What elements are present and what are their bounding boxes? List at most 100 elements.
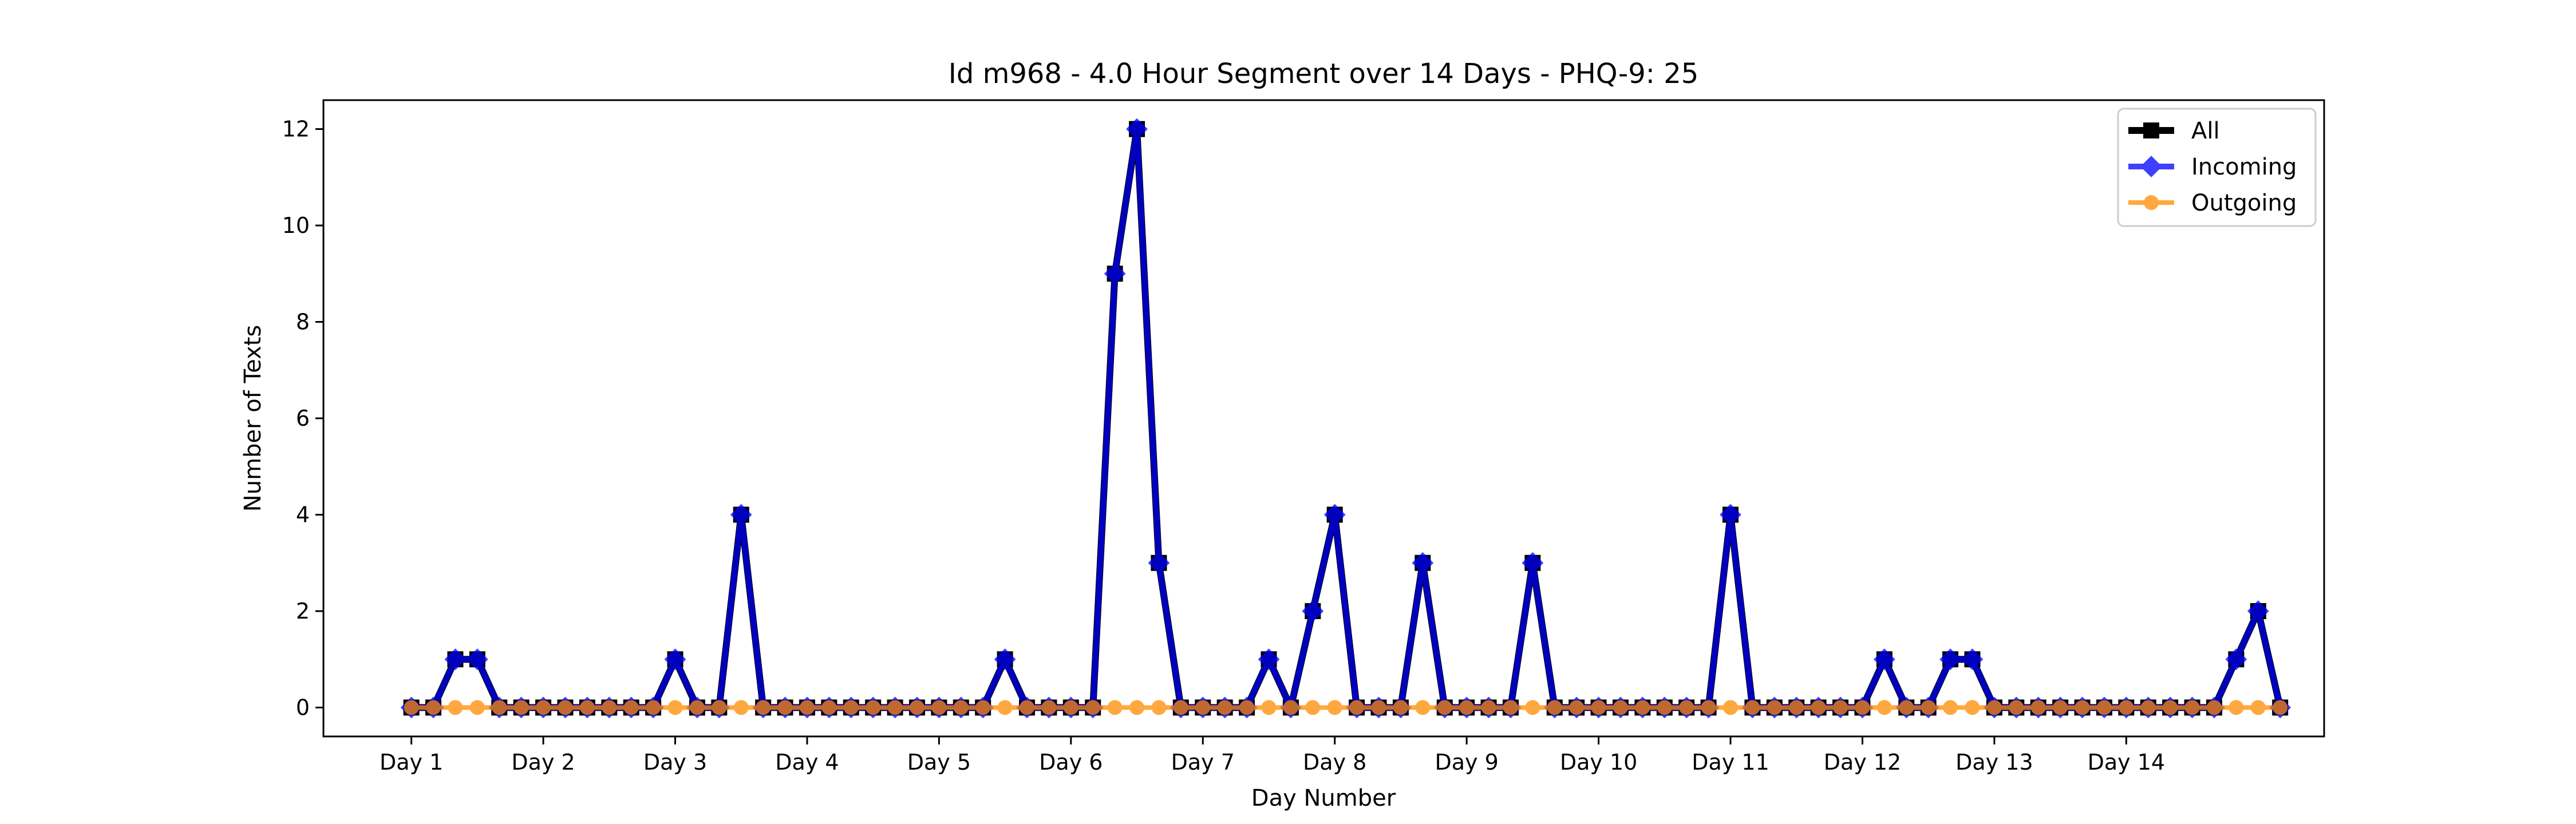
data-point-outgoing (1239, 700, 1255, 715)
data-point-outgoing (2119, 700, 2134, 715)
legend-swatch-incoming (2128, 156, 2174, 177)
data-point-outgoing (2096, 700, 2112, 715)
y-tick-label: 6 (296, 406, 310, 431)
data-point-outgoing (1613, 700, 1628, 715)
data-point-outgoing (1459, 700, 1475, 715)
data-point-outgoing (2229, 700, 2244, 715)
data-point-outgoing (1986, 700, 2002, 715)
data-point-outgoing (1569, 700, 1585, 715)
data-point-outgoing (887, 700, 903, 715)
data-point-outgoing (1921, 700, 1936, 715)
data-point-outgoing (579, 700, 595, 715)
data-point-outgoing (909, 700, 924, 715)
data-point-incoming (1148, 552, 1170, 574)
legend-label-all: All (2191, 118, 2220, 144)
data-point-outgoing (1789, 700, 1804, 715)
data-point-outgoing (1855, 700, 1870, 715)
data-point-incoming (1720, 504, 1741, 526)
data-point-outgoing (1129, 700, 1145, 715)
legend-label-outgoing: Outgoing (2191, 190, 2297, 216)
legend-swatch-outgoing (2128, 195, 2174, 210)
x-tick-label: Day 14 (2088, 750, 2165, 775)
x-axis-label: Day Number (1251, 785, 1396, 811)
data-point-outgoing (777, 700, 793, 715)
data-point-outgoing (1657, 700, 1672, 715)
data-point-outgoing (1503, 700, 1518, 715)
data-point-outgoing (1481, 700, 1496, 715)
x-tick-label: Day 6 (1039, 750, 1103, 775)
data-point-outgoing (2075, 700, 2090, 715)
data-point-outgoing (1415, 700, 1431, 715)
data-point-outgoing (821, 700, 837, 715)
data-point-outgoing (975, 700, 991, 715)
data-point-outgoing (404, 700, 419, 715)
data-point-outgoing (931, 700, 947, 715)
y-axis-label: Number of Texts (240, 325, 266, 512)
data-point-outgoing (1151, 700, 1167, 715)
series-outgoing (404, 700, 2288, 715)
data-point-incoming (2247, 600, 2269, 622)
data-point-outgoing (1437, 700, 1452, 715)
x-tick-label: Day 2 (511, 750, 575, 775)
data-point-incoming (1126, 118, 1148, 140)
x-tick-label: Day 12 (1824, 750, 1901, 775)
data-point-outgoing (2030, 700, 2046, 715)
x-tick-label: Day 3 (643, 750, 707, 775)
data-point-outgoing (1063, 700, 1078, 715)
data-point-outgoing (1591, 700, 1606, 715)
data-point-outgoing (1283, 700, 1298, 715)
data-point-outgoing (733, 700, 749, 715)
data-point-outgoing (1107, 700, 1123, 715)
data-point-outgoing (492, 700, 507, 715)
data-point-outgoing (426, 700, 441, 715)
series-layer (400, 118, 2291, 719)
data-point-outgoing (536, 700, 551, 715)
data-point-outgoing (2184, 700, 2200, 715)
data-point-outgoing (1041, 700, 1057, 715)
data-point-outgoing (1876, 700, 1892, 715)
data-point-outgoing (866, 700, 881, 715)
x-tick-label: Day 13 (1955, 750, 2033, 775)
legend-swatch-all (2128, 122, 2174, 138)
data-point-outgoing (1195, 700, 1211, 715)
x-tick-label: Day 9 (1435, 750, 1498, 775)
y-tick-label: 4 (296, 502, 310, 527)
x-axis: Day 1 Day 2 Day 3 Day 4 Day 5 Day 6 Day 7 Day 8… (380, 736, 2165, 775)
legend: All Incoming Outgoing (2117, 108, 2317, 227)
data-point-incoming (1873, 648, 1895, 671)
y-tick-label: 10 (282, 213, 310, 238)
data-point-outgoing (2053, 700, 2068, 715)
data-point-outgoing (1811, 700, 1826, 715)
data-point-outgoing (469, 700, 485, 715)
data-point-outgoing (1965, 700, 1980, 715)
data-point-incoming (1302, 600, 1324, 622)
y-tick-label: 0 (296, 695, 310, 720)
data-point-outgoing (1767, 700, 1782, 715)
data-point-incoming (1104, 263, 1126, 285)
data-point-outgoing (756, 700, 771, 715)
data-point-incoming (1258, 648, 1280, 671)
data-point-outgoing (1833, 700, 1848, 715)
data-point-incoming (1961, 648, 1984, 671)
data-point-outgoing (1020, 700, 1035, 715)
data-point-incoming (1522, 552, 1544, 574)
data-point-incoming (1323, 504, 1346, 526)
data-point-outgoing (1371, 700, 1386, 715)
data-point-outgoing (646, 700, 661, 715)
x-tick-label: Day 5 (907, 750, 971, 775)
data-point-outgoing (953, 700, 969, 715)
data-point-outgoing (712, 700, 727, 715)
x-tick-label: Day 4 (775, 750, 839, 775)
legend-marker (2140, 156, 2162, 177)
data-point-outgoing (1635, 700, 1650, 715)
data-point-incoming (994, 648, 1016, 671)
data-point-outgoing (1173, 700, 1188, 715)
data-point-outgoing (1701, 700, 1716, 715)
data-point-outgoing (1943, 700, 1958, 715)
legend-marker (2143, 122, 2159, 138)
chart-title: Id m968 - 4.0 Hour Segment over 14 Days … (949, 58, 1699, 90)
data-point-outgoing (1327, 700, 1342, 715)
data-point-outgoing (513, 700, 529, 715)
data-point-outgoing (2273, 700, 2288, 715)
